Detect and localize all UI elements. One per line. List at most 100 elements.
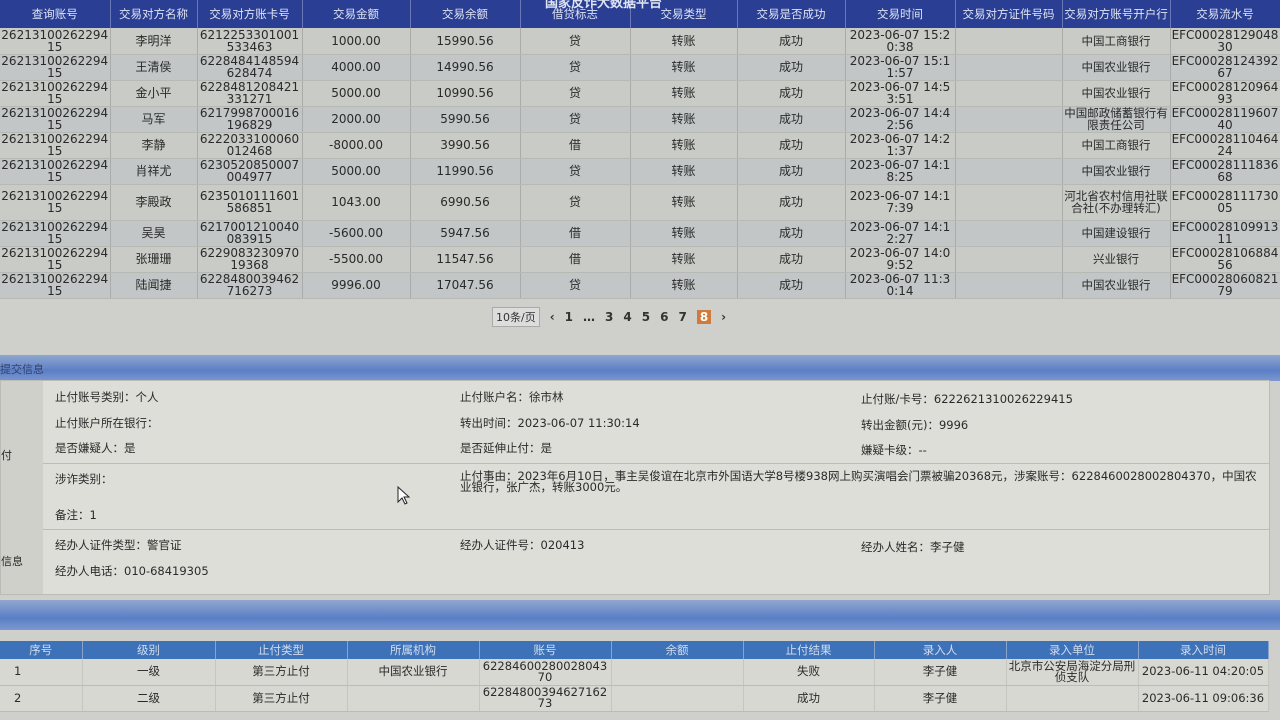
- table-cell: 贷: [520, 184, 631, 221]
- table-cell: 2023-06-07 14:42:56: [845, 106, 956, 133]
- table-cell: 失败: [743, 659, 875, 686]
- page-3[interactable]: 3: [605, 310, 614, 324]
- table-cell: 6228460028002804370: [479, 659, 612, 686]
- extend: 是否延伸止付：是: [460, 441, 552, 455]
- table-cell: EFC0002811046424: [1170, 132, 1280, 159]
- table-cell: 2023-06-07 14:18:25: [845, 158, 956, 185]
- table-cell: 6217001210040083915: [197, 220, 303, 247]
- page-6[interactable]: 6: [660, 310, 669, 324]
- table-cell: 金小平: [110, 80, 198, 107]
- column-header[interactable]: 录入单位: [1006, 641, 1139, 659]
- column-header[interactable]: 交易时间: [845, 0, 956, 28]
- page-4[interactable]: 4: [623, 310, 632, 324]
- column-header[interactable]: 所属机构: [347, 641, 480, 659]
- table-cell: 11990.56: [410, 158, 521, 185]
- column-header[interactable]: 录入时间: [1138, 641, 1269, 659]
- table-cell: 中国工商银行: [1062, 132, 1171, 159]
- reason: 止付事由：2023年6月10日，事主吴俊谊在北京市外国语大学8号楼938网上购买…: [460, 469, 1257, 494]
- table-cell: 6228481208421331271: [197, 80, 303, 107]
- column-header[interactable]: 交易对方名称: [110, 0, 198, 28]
- column-header[interactable]: 余额: [611, 641, 744, 659]
- table-cell: 成功: [737, 220, 846, 247]
- table-cell: 转账: [630, 158, 738, 185]
- table-row[interactable]: 2621310026229415 王清侯 6228484148594628474 40…: [0, 54, 1280, 81]
- page-8[interactable]: 8: [696, 310, 712, 324]
- column-header[interactable]: 录入人: [874, 641, 1007, 659]
- table-cell: 成功: [737, 184, 846, 221]
- table-row[interactable]: 2621310026229415 肖祥尤 6230520850007004977 50…: [0, 158, 1280, 185]
- column-header[interactable]: 借贷标志: [520, 0, 631, 28]
- table-cell: 转账: [630, 106, 738, 133]
- column-header[interactable]: 级别: [82, 641, 216, 659]
- table-cell: 2621310026229415: [0, 246, 111, 273]
- table-cell: 10990.56: [410, 80, 521, 107]
- table-cell: 2621310026229415: [0, 272, 111, 299]
- table-cell: 转账: [630, 132, 738, 159]
- table-row[interactable]: 2621310026229415 吴昊 6217001210040083915 -56…: [0, 220, 1280, 247]
- column-header[interactable]: 查询账号: [0, 0, 111, 28]
- page-1[interactable]: 1: [564, 310, 574, 324]
- table-cell: [955, 54, 1063, 81]
- table-cell: 6990.56: [410, 184, 521, 221]
- table-cell: 马军: [110, 106, 198, 133]
- page-size-select[interactable]: 10条/页: [492, 307, 540, 327]
- table-cell: -5600.00: [302, 220, 411, 247]
- table-row[interactable]: 2621310026229415 张珊珊 622908323097019368 -55…: [0, 246, 1280, 273]
- table-cell: [955, 28, 1063, 55]
- table-cell: 2023-06-07 15:11:57: [845, 54, 956, 81]
- table-cell: 北京市公安局海淀分局刑侦支队: [1006, 659, 1139, 686]
- table-cell: [955, 80, 1063, 107]
- table-cell: 李殿政: [110, 184, 198, 221]
- table-cell: 1: [0, 659, 83, 686]
- table-cell: 贷: [520, 272, 631, 299]
- column-header[interactable]: 交易对方账卡号: [197, 0, 303, 28]
- table-row[interactable]: 2621310026229415 陆闻捷 6228480039462716273 99…: [0, 272, 1280, 299]
- prev-page-button[interactable]: ‹: [549, 310, 555, 324]
- table-cell: 2621310026229415: [0, 132, 111, 159]
- section-title: 提交信息: [0, 363, 44, 376]
- bank: 止付账户所在银行：: [55, 416, 159, 430]
- officer-phone: 经办人电话：010-68419305: [55, 564, 209, 578]
- table-cell: 王清侯: [110, 54, 198, 81]
- column-header[interactable]: 交易对方证件号码: [955, 0, 1063, 28]
- column-header[interactable]: 交易对方账号开户行: [1062, 0, 1171, 28]
- column-header[interactable]: 交易余额: [410, 0, 521, 28]
- table-cell: 成功: [737, 80, 846, 107]
- table-cell: 4000.00: [302, 54, 411, 81]
- records-section-bar: [0, 600, 1280, 630]
- table-cell: 转账: [630, 80, 738, 107]
- page-5[interactable]: 5: [641, 310, 651, 324]
- table-cell: 转账: [630, 184, 738, 221]
- table-cell: 6217998700016196829: [197, 106, 303, 133]
- table-cell: 吴昊: [110, 220, 198, 247]
- column-header[interactable]: 交易金额: [302, 0, 411, 28]
- table-row[interactable]: 2621310026229415 李明洋 6212253301001533463 10…: [0, 28, 1280, 55]
- table-cell: 成功: [737, 28, 846, 55]
- table-cell: EFC0002812439267: [1170, 54, 1280, 81]
- table-row[interactable]: 2621310026229415 李殿政 6235010111601586851 10…: [0, 184, 1280, 221]
- table-row[interactable]: 2 二级 第三方止付 6228480039462716273 成功 李子健 2023-06-…: [0, 685, 1269, 712]
- table-cell: 2: [0, 685, 83, 712]
- next-page-button[interactable]: ›: [721, 310, 727, 324]
- column-header[interactable]: 账号: [479, 641, 612, 659]
- column-header[interactable]: 止付结果: [743, 641, 875, 659]
- table-cell: 转账: [630, 220, 738, 247]
- column-header[interactable]: 止付类型: [215, 641, 348, 659]
- table-cell: 2621310026229415: [0, 158, 111, 185]
- table-row[interactable]: 2621310026229415 李静 6222033100060012468 -80…: [0, 132, 1280, 159]
- table-row[interactable]: 1 一级 第三方止付 中国农业银行 6228460028002804370 失败 李子健 北京…: [0, 659, 1269, 686]
- table-cell: [955, 184, 1063, 221]
- fraud-type: 涉诈类别：: [55, 472, 113, 486]
- table-row[interactable]: 2621310026229415 金小平 6228481208421331271 50…: [0, 80, 1280, 107]
- table-cell: 转账: [630, 246, 738, 273]
- account-type: 止付账号类别：个人: [55, 390, 159, 404]
- column-header[interactable]: 序号: [0, 641, 83, 659]
- page-7[interactable]: 7: [678, 310, 687, 324]
- column-header[interactable]: 交易是否成功: [737, 0, 846, 28]
- table-row[interactable]: 2621310026229415 马军 6217998700016196829 200…: [0, 106, 1280, 133]
- table-cell: 转账: [630, 54, 738, 81]
- table-cell: 转账: [630, 28, 738, 55]
- column-header[interactable]: 交易类型: [630, 0, 738, 28]
- officer-id: 经办人证件号：020413: [460, 538, 585, 552]
- column-header[interactable]: 交易流水号: [1170, 0, 1280, 28]
